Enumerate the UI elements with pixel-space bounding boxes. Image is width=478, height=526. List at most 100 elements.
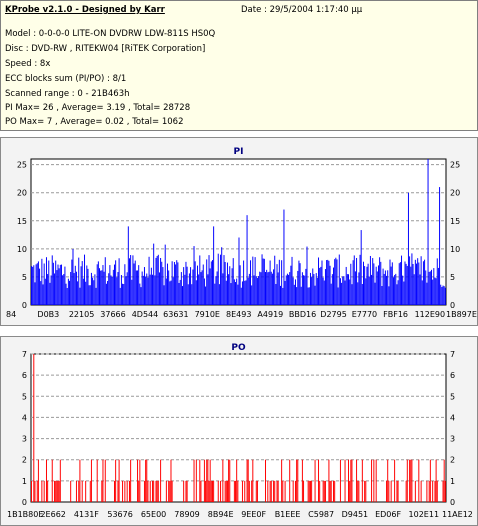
data-bar: [303, 275, 305, 305]
data-bar: [73, 273, 75, 305]
data-bar: [250, 260, 252, 305]
x-tick-label: 53676: [107, 510, 132, 519]
data-bar: [273, 480, 275, 502]
data-bar: [193, 459, 195, 502]
data-bar: [202, 264, 204, 305]
data-bar: [301, 459, 303, 502]
data-bar: [300, 286, 302, 305]
data-bar: [161, 261, 163, 305]
data-bar: [93, 280, 95, 305]
data-bar: [168, 480, 170, 502]
data-bar: [81, 261, 83, 305]
data-bar: [258, 276, 260, 305]
data-bar: [228, 459, 230, 502]
data-bar: [200, 480, 202, 502]
x-tick-label: BBD16: [289, 310, 316, 319]
data-bar: [153, 243, 155, 305]
data-bar: [301, 272, 303, 305]
x-tick-label: FBF16: [383, 310, 408, 319]
data-bar: [201, 270, 203, 305]
data-bar: [52, 262, 54, 305]
data-bar: [217, 480, 219, 502]
data-bar: [79, 287, 81, 305]
data-bar: [185, 480, 187, 502]
data-bar: [384, 270, 386, 305]
data-bar: [229, 459, 231, 502]
x-tick-label: 2E662: [40, 510, 65, 519]
speed-line: Speed : 8x: [5, 59, 51, 69]
x-tick-label: 102E11: [409, 510, 440, 519]
data-bar: [206, 259, 208, 305]
data-bar: [394, 459, 396, 502]
data-bar: [37, 261, 39, 305]
data-bar: [353, 255, 355, 305]
data-bar: [183, 480, 185, 502]
data-bar: [147, 277, 149, 305]
data-bar: [444, 287, 446, 305]
data-bar: [195, 459, 197, 502]
data-bar: [118, 258, 120, 305]
data-bar: [419, 274, 421, 305]
data-bar: [152, 274, 154, 305]
data-bar: [60, 264, 62, 305]
data-bar: [342, 276, 344, 305]
data-bar: [246, 459, 248, 502]
data-bar: [225, 480, 227, 502]
data-bar: [143, 267, 145, 305]
data-bar: [263, 258, 265, 305]
data-bar: [324, 480, 326, 502]
data-bar: [109, 265, 111, 305]
data-bar: [341, 282, 343, 305]
data-bar: [213, 226, 215, 305]
data-bar: [318, 459, 320, 502]
data-bar: [442, 480, 444, 502]
data-bar: [281, 260, 283, 305]
data-bar: [243, 260, 245, 305]
x-tick-label: A4919: [257, 310, 283, 319]
data-bar: [228, 274, 230, 305]
data-bar: [315, 273, 317, 305]
data-bar: [146, 459, 148, 502]
data-bar: [435, 278, 437, 305]
data-bar: [116, 277, 118, 305]
data-bar: [356, 257, 358, 305]
data-bar: [262, 258, 264, 305]
data-bar: [383, 273, 385, 305]
data-bar: [94, 274, 96, 305]
data-bar: [117, 272, 119, 305]
data-bar: [47, 274, 49, 305]
data-bar: [409, 459, 411, 502]
data-bar: [244, 280, 246, 305]
data-bar: [59, 459, 61, 502]
y-tick-label-right: 15: [450, 217, 460, 226]
data-bar: [319, 480, 321, 502]
data-bar: [190, 267, 192, 305]
data-bar: [218, 284, 220, 305]
data-bar: [434, 480, 436, 502]
data-bar: [36, 263, 38, 305]
data-bar: [167, 263, 169, 305]
y-tick-label-left: 7: [22, 350, 27, 359]
data-bar: [232, 258, 234, 305]
data-bar: [70, 480, 72, 502]
data-bar: [320, 266, 322, 305]
data-bar: [225, 280, 227, 305]
data-bar: [132, 255, 134, 305]
data-bar: [115, 459, 117, 502]
data-bar: [336, 259, 338, 305]
x-tick-label: 1B1B80E: [7, 510, 43, 519]
data-bar: [133, 263, 135, 305]
data-bar: [214, 283, 216, 305]
data-bar: [158, 272, 160, 305]
data-bar: [102, 265, 104, 305]
data-bar: [43, 480, 45, 502]
data-bar: [55, 480, 57, 502]
data-bar: [54, 480, 56, 502]
data-bar: [199, 459, 201, 502]
data-bar: [130, 459, 132, 502]
data-bar: [120, 275, 122, 305]
data-bar: [147, 480, 149, 502]
data-bar: [348, 459, 349, 502]
